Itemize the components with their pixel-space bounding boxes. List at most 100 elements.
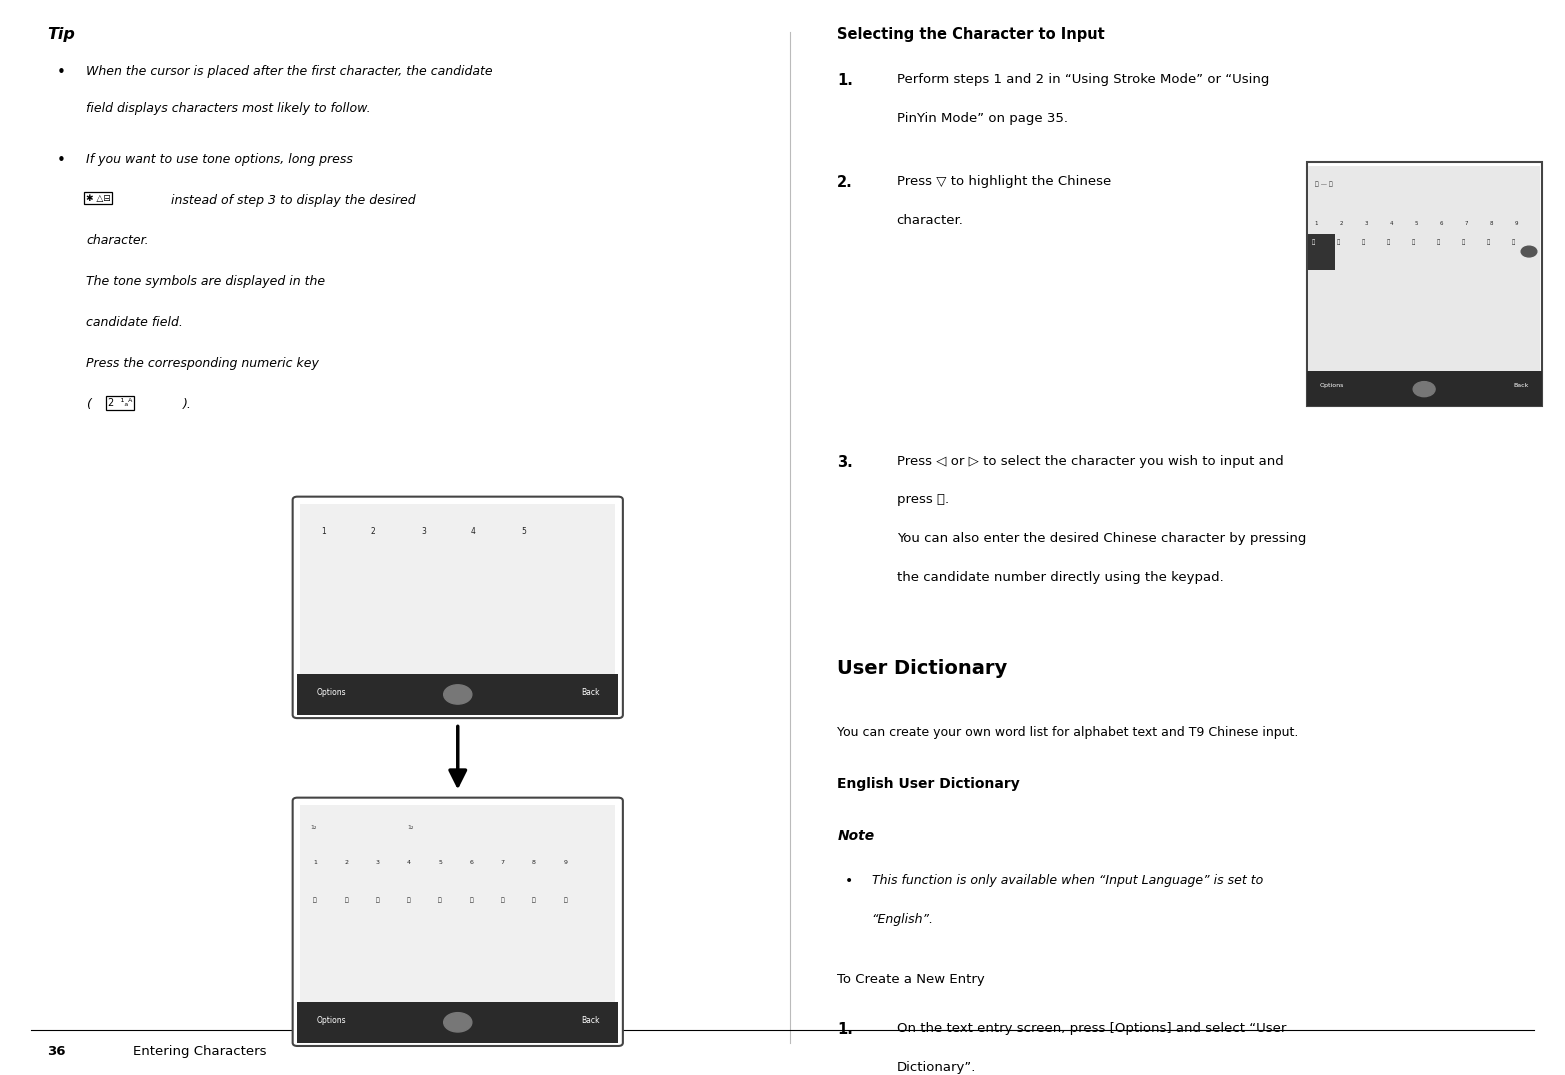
Bar [1308,166,1540,371]
Text: •: • [56,64,66,80]
Text: Back: Back [1513,383,1529,388]
Text: character.: character. [86,234,149,247]
Text: 9: 9 [1515,221,1518,227]
Circle shape [444,685,473,704]
Text: Note: Note [837,829,875,843]
Text: PinYin Mode” on page 35.: PinYin Mode” on page 35. [897,112,1067,125]
Circle shape [1413,382,1435,397]
Text: 1.: 1. [837,73,853,88]
Text: 2.: 2. [837,175,853,190]
Text: This function is only available when “Input Language” is set to: This function is only available when “In… [872,874,1263,887]
Text: 4: 4 [407,860,412,865]
Text: 5: 5 [521,527,526,535]
Text: When the cursor is placed after the first character, the candidate: When the cursor is placed after the firs… [86,64,493,77]
Text: 4: 4 [471,527,476,535]
Text: •: • [845,874,853,888]
Text: Options: Options [1319,383,1344,388]
Text: 错: 错 [501,898,504,903]
Text: 1: 1 [321,527,326,535]
Bar [1308,234,1335,270]
Text: field displays characters most likely to follow.: field displays characters most likely to… [86,102,371,115]
Text: 1₂: 1₂ [310,825,316,830]
Text: 简: 简 [1487,240,1490,245]
Text: character.: character. [897,214,964,227]
Text: 8: 8 [1490,221,1493,227]
Text: 初: 初 [376,898,379,903]
Text: To Create a New Entry: To Create a New Entry [837,973,984,986]
Bar [300,504,615,674]
Text: 3: 3 [421,527,426,535]
Text: “English”.: “English”. [872,913,934,926]
Text: 给: 给 [438,898,441,903]
Text: 2: 2 [371,527,376,535]
Text: 2  ¹ₐᴬ: 2 ¹ₐᴬ [108,398,133,407]
Text: If you want to use tone options, long press: If you want to use tone options, long pr… [86,153,354,166]
Text: 算: 算 [1311,240,1315,245]
Text: 1: 1 [1315,221,1318,227]
Text: 1₂: 1₂ [407,825,413,830]
Text: Options: Options [316,1016,346,1024]
Text: 老: 老 [1462,240,1465,245]
Text: 答: 答 [1437,240,1440,245]
Text: 6: 6 [1440,221,1443,227]
Text: 1: 1 [313,860,316,865]
Text: 2: 2 [1340,221,1343,227]
Text: Tip: Tip [47,27,75,42]
Text: 5: 5 [438,860,441,865]
Circle shape [444,1013,473,1032]
Text: You can create your own word list for alphabet text and T9 Chinese input.: You can create your own word list for al… [837,726,1299,739]
Bar [1307,162,1542,406]
Text: ✱ △⊟: ✱ △⊟ [86,194,111,202]
Text: On the text entry screen, press [Options] and select “User: On the text entry screen, press [Options… [897,1022,1286,1035]
Text: Back: Back [581,1016,599,1024]
Text: 4: 4 [1390,221,1393,227]
Text: Press the corresponding numeric key: Press the corresponding numeric key [86,357,319,370]
Text: ク — 、: ク — 、 [1315,182,1332,187]
Bar [1307,371,1542,406]
Text: 矢: 矢 [1337,240,1340,245]
Text: Back: Back [581,688,599,697]
Text: 来: 来 [563,898,567,903]
Text: Entering Characters: Entering Characters [133,1045,266,1058]
Text: Dictionary”.: Dictionary”. [897,1061,977,1074]
Text: 3: 3 [1365,221,1368,227]
Circle shape [1521,246,1537,257]
Bar [297,1002,618,1043]
Text: 8: 8 [532,860,535,865]
Text: 箕: 箕 [1362,240,1365,245]
Bar [297,674,618,715]
Text: User Dictionary: User Dictionary [837,659,1008,678]
Text: candidate field.: candidate field. [86,316,183,329]
Text: 36: 36 [47,1045,66,1058]
Text: Options: Options [316,688,346,697]
Text: 汉: 汉 [313,898,316,903]
Text: 3: 3 [376,860,380,865]
Text: 策: 策 [1512,240,1515,245]
Text: instead of step 3 to display the desired: instead of step 3 to display the desired [167,194,416,206]
Text: press Ⓞ.: press Ⓞ. [897,493,948,506]
Text: Press ▽ to highlight the Chinese: Press ▽ to highlight the Chinese [897,175,1111,188]
Text: (: ( [86,398,91,411]
Text: 2: 2 [344,860,349,865]
Text: 7: 7 [501,860,505,865]
Text: ).: ). [183,398,192,411]
FancyBboxPatch shape [293,798,623,1046]
Text: Selecting the Character to Input: Selecting the Character to Input [837,27,1105,42]
Text: 集: 集 [470,898,473,903]
Text: 级: 级 [407,898,410,903]
Text: 5: 5 [1415,221,1418,227]
Text: The tone symbols are displayed in the: The tone symbols are displayed in the [86,275,326,288]
Text: 管: 管 [1387,240,1390,245]
Text: 如: 如 [344,898,347,903]
Text: 自: 自 [532,898,535,903]
Bar [300,805,615,1002]
Text: 9: 9 [563,860,568,865]
Text: 3.: 3. [837,455,853,470]
Text: You can also enter the desired Chinese character by pressing: You can also enter the desired Chinese c… [897,532,1307,545]
Text: 1.: 1. [837,1022,853,1037]
Text: 6: 6 [470,860,473,865]
FancyBboxPatch shape [293,497,623,718]
Text: Press ◁ or ▷ to select the character you wish to input and: Press ◁ or ▷ to select the character you… [897,455,1283,468]
Text: •: • [56,153,66,168]
Text: 算: 算 [1412,240,1415,245]
